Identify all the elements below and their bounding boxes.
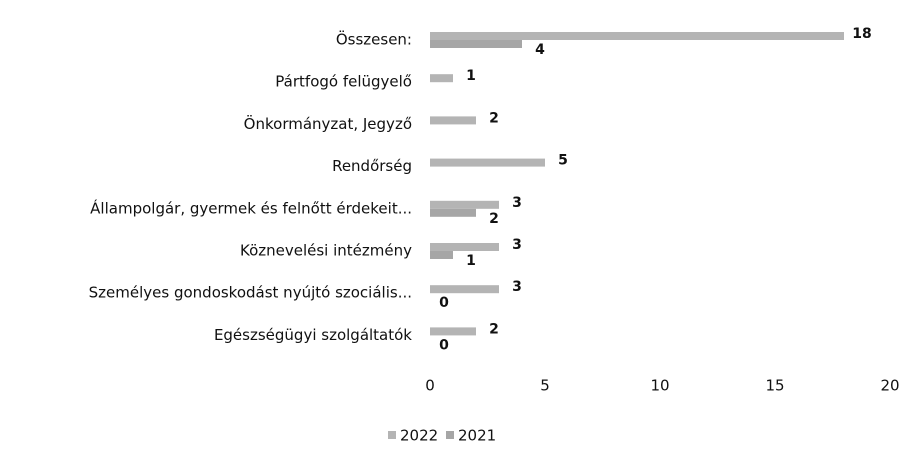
bar: [430, 116, 476, 125]
bar: [430, 208, 476, 217]
bar: [430, 74, 453, 83]
bar: [430, 32, 844, 40]
value-label: 3: [512, 237, 522, 253]
legend-label: 2022: [400, 427, 438, 445]
value-label: 0: [439, 337, 449, 353]
value-label: 1: [466, 68, 476, 84]
value-label: 3: [512, 195, 522, 211]
y-tick-label: Pártfogó felügyelő: [275, 73, 412, 91]
value-label: 2: [489, 211, 499, 227]
x-tick-label: 20: [880, 377, 899, 395]
bar: [430, 243, 499, 251]
value-label: 1: [466, 253, 476, 269]
x-tick-label: 5: [540, 377, 550, 395]
y-tick-label: Állampolgár, gyermek és felnőtt érdekeit…: [90, 198, 412, 217]
bar: [430, 285, 499, 294]
x-tick-label: 0: [425, 377, 435, 395]
value-label: 3: [512, 279, 522, 295]
x-tick-label: 10: [650, 377, 669, 395]
bar: [430, 158, 545, 167]
y-tick-label: Köznevelési intézmény: [240, 242, 412, 260]
legend-label: 2021: [458, 427, 496, 445]
value-label: 18: [852, 26, 871, 42]
y-tick-label: Rendőrség: [332, 157, 412, 175]
bar: [430, 200, 499, 209]
x-tick-label: 15: [765, 377, 784, 395]
legend-swatch: [446, 431, 454, 439]
value-label: 2: [489, 321, 499, 337]
value-label: 0: [439, 295, 449, 311]
y-tick-label: Önkormányzat, Jegyző: [244, 114, 412, 133]
legend-swatch: [388, 431, 396, 439]
bar: [430, 251, 453, 259]
value-label: 4: [535, 42, 545, 58]
y-tick-label: Személyes gondoskodást nyújtó szociális.…: [89, 284, 412, 302]
y-tick-label: Egészségügyi szolgáltatók: [214, 326, 412, 344]
bar: [430, 327, 476, 336]
bar: [430, 40, 522, 48]
value-label: 5: [558, 153, 568, 169]
value-label: 2: [489, 110, 499, 126]
y-tick-label: Összesen:: [336, 30, 412, 49]
